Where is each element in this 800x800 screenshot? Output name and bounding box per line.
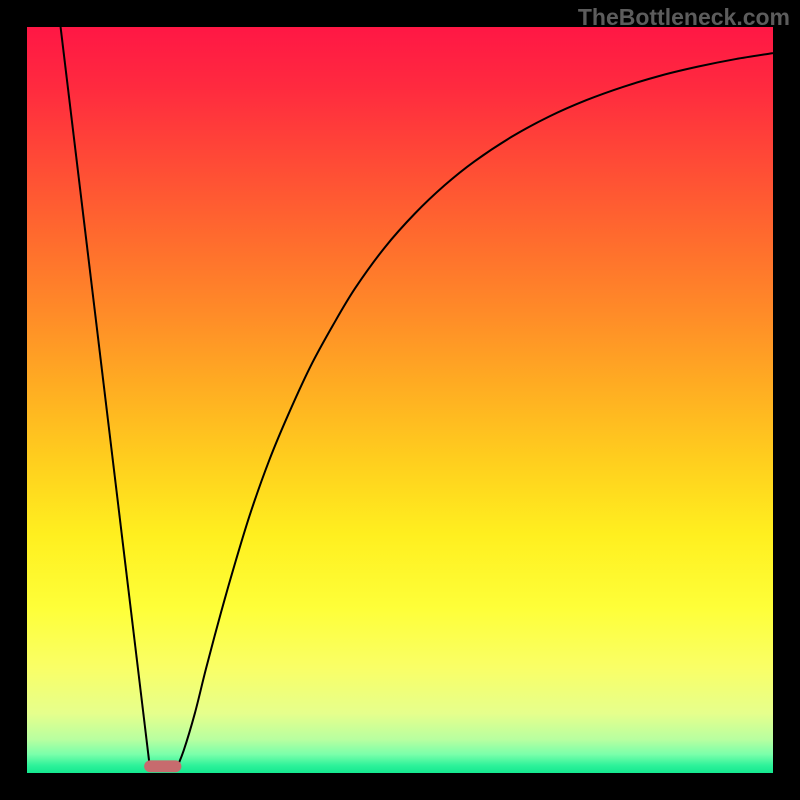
optimal-point-marker: [144, 760, 181, 772]
chart-container: TheBottleneck.com: [0, 0, 800, 800]
plot-area: [27, 27, 773, 773]
watermark-text: TheBottleneck.com: [578, 4, 790, 31]
bottleneck-chart: [0, 0, 800, 800]
